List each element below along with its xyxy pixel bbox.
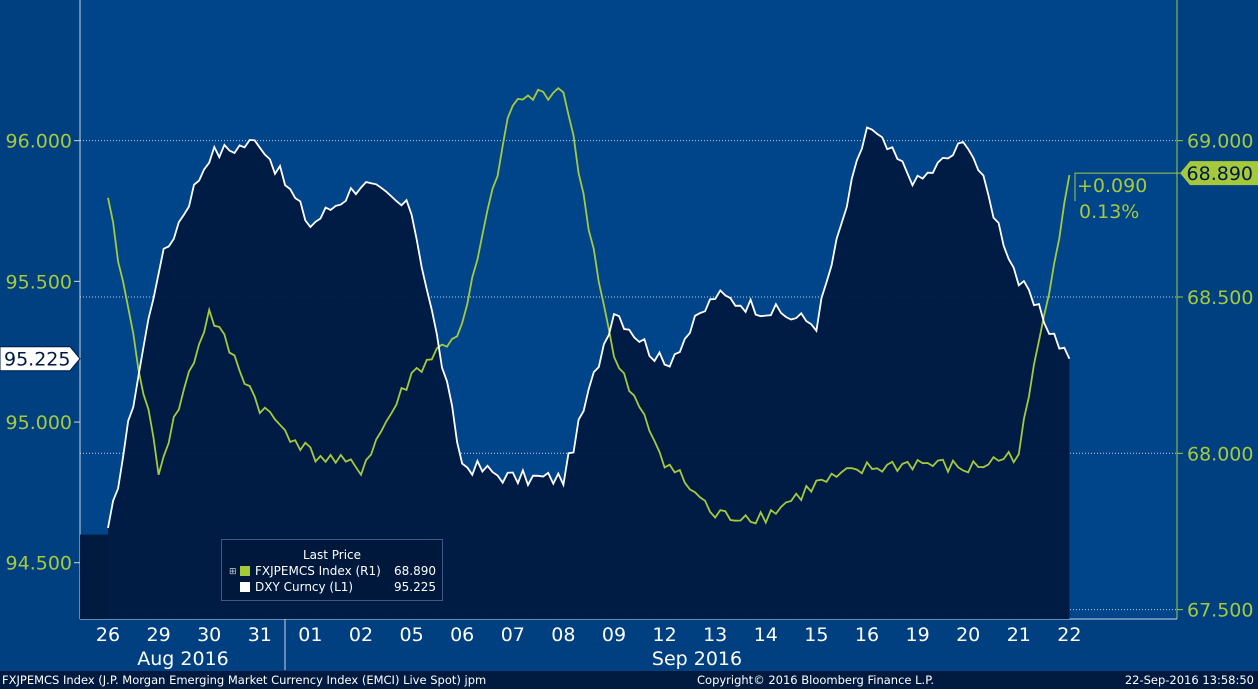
- x-tick-label: 07: [501, 624, 525, 646]
- fxjpemcs-line: [107, 87, 1071, 525]
- legend-label-dxy: DXY Curncy (L1): [255, 580, 354, 594]
- chart-canvas: 69.000 68.500 68.000 67.500 96.000 95.500 95.0…: [0, 0, 1258, 670]
- legend-row-fxjpemcs: ⊞ FXJPEMCS Index (R1) 68.890: [222, 563, 442, 579]
- footer-timestamp: 22-Sep-2016 13:58:50: [1124, 673, 1254, 687]
- x-tick-label: 19: [906, 624, 930, 646]
- x-tick-label: 01: [298, 624, 322, 646]
- left-current-value: 95.225: [4, 349, 70, 371]
- right-tick-label: 69.000: [1187, 131, 1253, 153]
- left-tick-label: 95.000: [6, 412, 72, 434]
- x-tick-label: 12: [653, 624, 677, 646]
- x-tick-label: 15: [804, 624, 828, 646]
- x-tick-label: 20: [956, 624, 980, 646]
- legend-swatch-dxy: [240, 582, 250, 592]
- legend-title: Last Price: [302, 548, 362, 562]
- x-tick-label: 30: [197, 624, 221, 646]
- change-abs: +0.090: [1077, 175, 1147, 197]
- month-label-sep: Sep 2016: [652, 648, 742, 670]
- legend-value-dxy: 95.225: [394, 580, 436, 594]
- x-tick-label: 05: [400, 624, 424, 646]
- expand-icon[interactable]: ⊞: [229, 567, 237, 577]
- x-tick-label: 08: [551, 624, 575, 646]
- x-tick-label: 02: [349, 624, 373, 646]
- change-pct: 0.13%: [1079, 201, 1139, 223]
- legend-swatch-fxjpemcs: [240, 566, 250, 576]
- x-tick-label: 09: [602, 624, 626, 646]
- right-tick-label: 68.500: [1187, 287, 1253, 309]
- legend: Last Price ⊞ FXJPEMCS Index (R1) 68.890 …: [221, 539, 443, 601]
- footer-copyright: Copyright© 2016 Bloomberg Finance L.P.: [697, 673, 934, 687]
- left-tick-label: 95.500: [6, 271, 72, 293]
- dxy-line: [107, 126, 1071, 529]
- x-tick-label: 31: [248, 624, 272, 646]
- month-label-aug: Aug 2016: [137, 648, 229, 670]
- legend-row-dxy: DXY Curncy (L1) 95.225: [222, 579, 442, 595]
- left-current-value-tag: [0, 346, 81, 372]
- x-tick-label: 29: [147, 624, 171, 646]
- left-tick-label: 94.500: [6, 553, 72, 575]
- footer-bar: [0, 671, 1258, 689]
- legend-label-fxjpemcs: FXJPEMCS Index (R1): [255, 564, 381, 578]
- x-tick-label: 22: [1057, 624, 1081, 646]
- right-tick-label: 68.000: [1187, 443, 1253, 465]
- legend-value-fxjpemcs: 68.890: [394, 564, 436, 578]
- right-current-value-tag: [1180, 161, 1258, 186]
- x-tick-label: 16: [855, 624, 879, 646]
- change-bracket: [1074, 172, 1180, 202]
- x-tick-label: 13: [703, 624, 727, 646]
- x-tick-label: 21: [1007, 624, 1031, 646]
- dxy-area-fill: [108, 127, 1070, 619]
- right-current-value: 68.890: [1187, 163, 1253, 185]
- x-tick-label: 26: [96, 624, 120, 646]
- x-tick-label: 14: [754, 624, 778, 646]
- left-tick-label: 96.000: [6, 131, 72, 153]
- footer-security-description: FXJPEMCS Index (J.P. Morgan Emerging Mar…: [2, 673, 487, 687]
- dxy-area-lead: [80, 534, 108, 619]
- x-tick-label: 06: [450, 624, 474, 646]
- right-tick-label: 67.500: [1187, 600, 1253, 622]
